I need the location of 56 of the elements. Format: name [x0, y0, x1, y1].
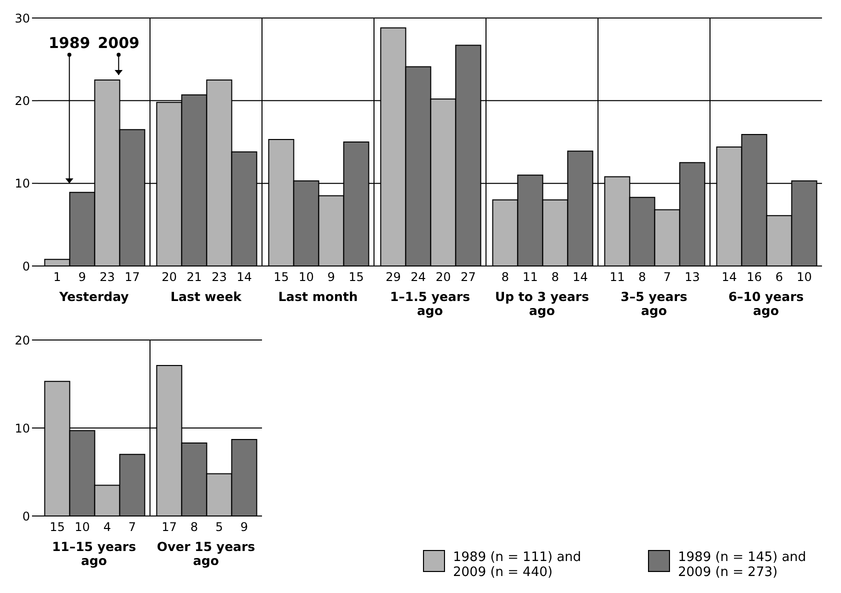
data-label: 9 — [327, 270, 336, 284]
data-label: 15 — [274, 270, 289, 284]
data-label: 14 — [572, 270, 588, 284]
data-label: 15 — [348, 270, 364, 284]
data-label: 5 — [215, 520, 224, 534]
x-tick-label: 3–5 years ago — [620, 289, 688, 318]
data-label: 21 — [186, 270, 202, 284]
data-label: 16 — [746, 270, 762, 284]
x-tick-label: Last week — [170, 289, 242, 304]
y-tick-label: 0 — [22, 259, 30, 274]
data-label: 4 — [103, 520, 112, 534]
annotation: 1989 — [48, 34, 90, 52]
y-tick-label: 10 — [14, 176, 30, 191]
data-label: 8 — [638, 270, 646, 284]
data-label: 9 — [240, 520, 248, 534]
x-tick-label: Last month — [278, 289, 358, 304]
data-label: 13 — [684, 270, 700, 284]
data-label: 23 — [100, 270, 115, 284]
y-tick-label: 20 — [14, 333, 30, 348]
y-tick-label: 10 — [14, 421, 30, 436]
legend-label: 1989 (n = 111) and 2009 (n = 440) — [453, 550, 582, 580]
legend-label: 1989 (n = 145) and 2009 (n = 273) — [678, 550, 808, 580]
data-label: 10 — [796, 270, 812, 284]
y-tick-label: 30 — [14, 11, 30, 26]
data-label: 17 — [162, 520, 177, 534]
data-label: 7 — [663, 270, 672, 284]
x-tick-label: 11–15 years ago — [52, 539, 136, 568]
data-label: 17 — [124, 270, 140, 284]
x-tick-label: 1–1.5 years ago — [390, 289, 470, 318]
data-label: 8 — [501, 270, 510, 284]
data-label: 8 — [551, 270, 560, 284]
y-tick-label: 20 — [14, 94, 30, 108]
data-label: 10 — [74, 520, 90, 534]
x-tick-label: Up to 3 years ago — [494, 289, 590, 318]
data-label: 11 — [522, 270, 538, 284]
data-label: 15 — [50, 520, 65, 534]
data-label: 14 — [236, 270, 252, 284]
data-label: 11 — [610, 270, 625, 284]
data-label: 20 — [162, 270, 177, 284]
data-label: 23 — [212, 270, 227, 284]
annotation: 2009 — [98, 34, 140, 52]
data-label: 27 — [460, 270, 476, 284]
y-tick-label: 0 — [22, 509, 30, 524]
data-label: 24 — [410, 270, 426, 284]
data-label: 20 — [436, 270, 451, 284]
x-tick-label: Yesterday — [58, 289, 129, 304]
data-label: 7 — [128, 520, 136, 534]
data-label: 8 — [190, 520, 198, 534]
data-label: 10 — [298, 270, 314, 284]
data-label: 1 — [53, 270, 62, 284]
x-tick-label: Over 15 years ago — [156, 539, 256, 568]
data-label: 29 — [386, 270, 401, 284]
data-label: 9 — [78, 270, 86, 284]
data-label: 14 — [722, 270, 737, 284]
x-tick-label: 6–10 years ago — [728, 289, 804, 318]
data-label: 6 — [775, 270, 784, 284]
